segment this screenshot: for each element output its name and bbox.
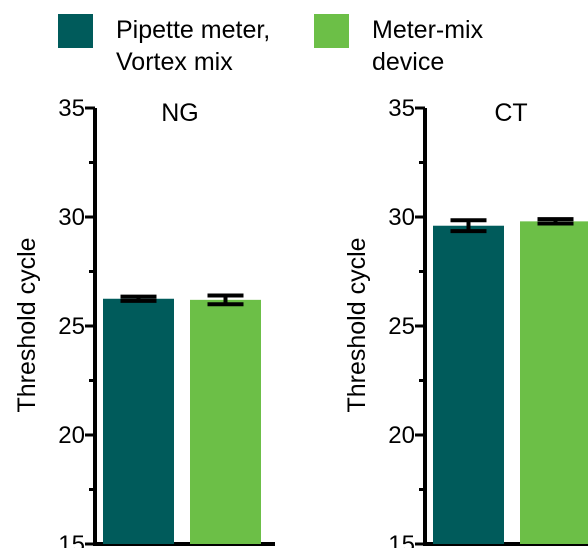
bars-ct bbox=[433, 217, 588, 545]
y-tick-label-ct: 30 bbox=[388, 204, 415, 231]
bar-ct-meter-mix bbox=[520, 221, 588, 545]
panel-title-ct: CT bbox=[494, 99, 527, 127]
y-tick-label-ng: 20 bbox=[58, 422, 85, 449]
legend-label-meter-mix-line2: device bbox=[372, 48, 444, 76]
y-tick-label-ng: 25 bbox=[58, 313, 85, 340]
legend-label-pipette-line1: Pipette meter, bbox=[116, 16, 270, 44]
y-tick-label-ct: 15 bbox=[388, 531, 415, 548]
y-tick-label-ct: 25 bbox=[388, 313, 415, 340]
bar-ng-meter-mix bbox=[190, 299, 261, 544]
y-axis-label-ng: Threshold cycle bbox=[13, 237, 41, 412]
y-tick-label-ng: 30 bbox=[58, 204, 85, 231]
legend-label-meter-mix-line1: Meter-mix bbox=[372, 16, 484, 44]
bar-ng-pipette bbox=[103, 298, 174, 544]
legend-label-pipette-line2: Vortex mix bbox=[116, 48, 233, 76]
bars-ng bbox=[103, 293, 261, 544]
legend-swatch-pipette bbox=[58, 14, 93, 48]
y-tick-label-ct: 20 bbox=[388, 422, 415, 449]
panel-ng: NG Threshold cycle 15 20 25 30 35 bbox=[13, 95, 275, 548]
y-axis-label-ct: Threshold cycle bbox=[343, 237, 371, 412]
y-ticks-ng: 15 20 25 30 35 bbox=[58, 95, 275, 548]
bar-ct-pipette bbox=[433, 225, 504, 544]
y-tick-label-ng: 35 bbox=[58, 95, 85, 122]
panel-ct: CT Threshold cycle 15 20 25 30 35 bbox=[343, 95, 588, 548]
y-tick-label-ct: 35 bbox=[388, 95, 415, 122]
y-tick-label-ng: 15 bbox=[58, 531, 85, 548]
panel-title-ng: NG bbox=[161, 99, 199, 127]
legend: Pipette meter, Vortex mix Meter-mix devi… bbox=[58, 14, 484, 76]
legend-swatch-meter-mix bbox=[314, 14, 349, 48]
